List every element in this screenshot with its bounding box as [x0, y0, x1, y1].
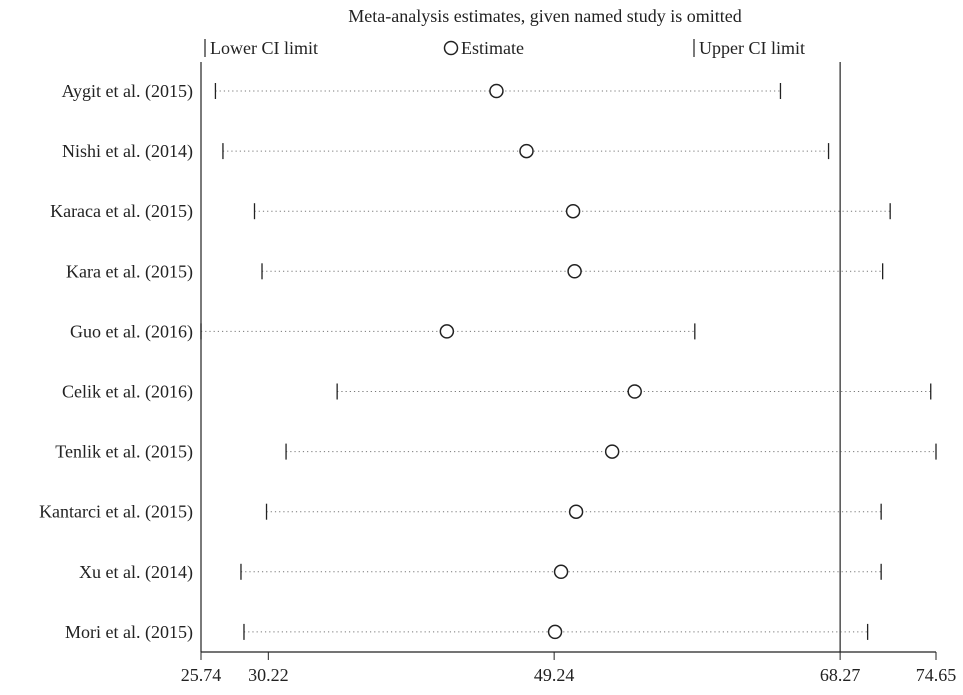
study-label: Kantarci et al. (2015) [39, 502, 193, 523]
legend-upper-label: Upper CI limit [699, 38, 805, 58]
estimate-point [568, 504, 584, 519]
estimate-point [547, 624, 563, 640]
study-row: Tenlik et al. (2015) [55, 442, 937, 463]
x-tick-label: 68.27 [820, 665, 861, 685]
study-label: Guo et al. (2016) [70, 321, 193, 342]
legend: Lower CI limit Estimate Upper CI limit [204, 38, 805, 58]
study-row: Aygit et al. (2015) [62, 81, 782, 102]
study-label: Xu et al. (2014) [79, 562, 193, 583]
study-label: Kara et al. (2015) [66, 261, 193, 282]
x-axis-ticks: 25.74 30.22 49.24 68.27 74.65 [181, 652, 957, 685]
estimate-point [519, 143, 534, 159]
estimate-point [627, 384, 642, 399]
study-label: Karaca et al. (2015) [50, 201, 193, 222]
estimate-point [567, 264, 582, 279]
plot-area [200, 62, 936, 653]
chart-title: Meta-analysis estimates, given named stu… [348, 6, 741, 26]
study-label: Celik et al. (2016) [62, 382, 193, 403]
study-row: Xu et al. (2014) [79, 562, 882, 583]
study-row: Kara et al. (2015) [66, 261, 884, 282]
x-tick-label: 30.22 [248, 665, 289, 685]
study-row: Guo et al. (2016) [70, 321, 696, 342]
estimate-point [439, 324, 455, 339]
estimate-point [604, 444, 620, 459]
study-row: Celik et al. (2016) [62, 382, 932, 403]
estimate-point [553, 564, 569, 580]
x-tick-label: 49.24 [534, 665, 575, 685]
study-rows: Aygit et al. (2015) Nishi et al. (2014) Ka… [39, 81, 937, 643]
study-row: Kantarci et al. (2015) [39, 502, 882, 523]
x-tick-label: 25.74 [181, 665, 222, 685]
study-label: Aygit et al. (2015) [62, 81, 193, 102]
legend-lower-label: Lower CI limit [210, 38, 318, 58]
study-row: Karaca et al. (2015) [50, 201, 891, 222]
study-label: Nishi et al. (2014) [62, 141, 193, 162]
legend-estimate-label: Estimate [461, 38, 524, 58]
study-label: Tenlik et al. (2015) [55, 442, 193, 463]
x-tick-label: 74.65 [916, 665, 957, 685]
legend-estimate-marker [443, 40, 459, 56]
estimate-point [489, 83, 504, 99]
study-row: Nishi et al. (2014) [62, 141, 830, 162]
study-row: Mori et al. (2015) [65, 622, 869, 643]
study-label: Mori et al. (2015) [65, 622, 193, 643]
estimate-point [565, 203, 581, 219]
